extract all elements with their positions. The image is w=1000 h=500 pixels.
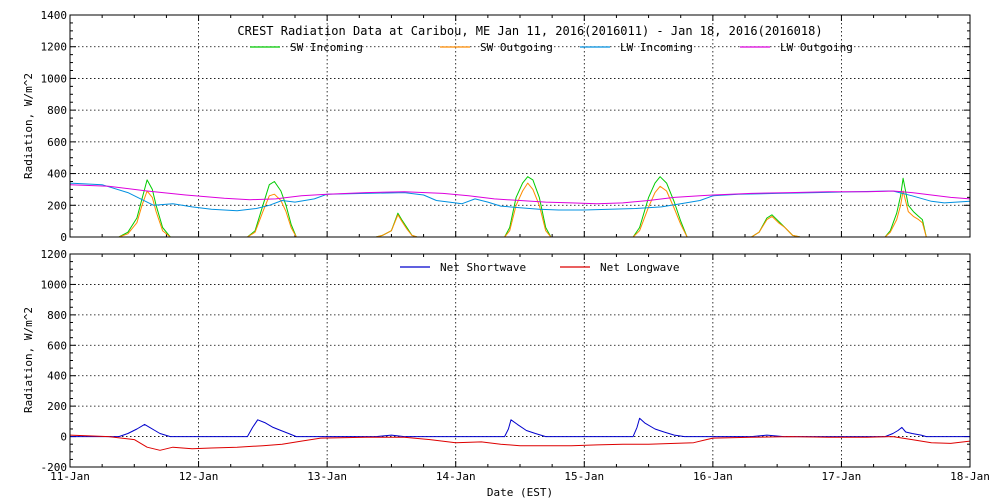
- x-tick-label: 16-Jan: [693, 470, 733, 483]
- series-line-lw-outgoing: [70, 184, 970, 205]
- x-tick-label: 18-Jan: [950, 470, 990, 483]
- y-tick-label: 600: [47, 339, 67, 352]
- series-line-lw-incoming: [70, 182, 970, 212]
- x-axis-label: Date (EST): [487, 486, 553, 499]
- y-tick-label: 1000: [41, 278, 68, 291]
- y-tick-label: -200: [41, 461, 68, 474]
- y-tick-label: 200: [47, 400, 67, 413]
- x-tick-label: 14-Jan: [436, 470, 476, 483]
- series-line-sw-incoming: [70, 176, 970, 237]
- series-line-sw-outgoing: [70, 182, 970, 237]
- x-tick-label: 17-Jan: [822, 470, 862, 483]
- legend-label: SW Outgoing: [480, 41, 553, 54]
- legend-label: Net Longwave: [600, 261, 679, 274]
- panel-1: 0 200 400 600 800 1000 1200 1400 SW Incoming SW O…: [41, 9, 971, 244]
- y-tick-label: 0: [60, 231, 67, 244]
- legend-label: SW Incoming: [290, 41, 363, 54]
- x-tick-label: 12-Jan: [179, 470, 219, 483]
- x-tick-label: 15-Jan: [564, 470, 604, 483]
- bottom-y-axis-label: Radiation, W/m^2: [22, 307, 35, 413]
- y-tick-label: 200: [47, 199, 67, 212]
- legend-label: LW Incoming: [620, 41, 693, 54]
- y-tick-label: 0: [60, 431, 67, 444]
- legend-label: LW Outgoing: [780, 41, 853, 54]
- series-line-net-shortwave: [70, 417, 970, 438]
- y-tick-label: 1200: [41, 41, 68, 54]
- x-tick-label: 11-Jan: [50, 470, 90, 483]
- panel-2: -200 0 200 400 600 800 1000 1200 Net Shortwave Ne…: [41, 248, 971, 474]
- y-tick-label: 800: [47, 309, 67, 322]
- plot-frame: [69, 253, 971, 468]
- y-tick-label: 400: [47, 370, 67, 383]
- y-tick-label: 1200: [41, 248, 68, 261]
- y-tick-label: 1400: [41, 9, 68, 22]
- y-tick-label: 1000: [41, 72, 68, 85]
- x-tick-label: 13-Jan: [307, 470, 347, 483]
- series-line-net-longwave: [70, 434, 970, 451]
- y-tick-label: 800: [47, 104, 67, 117]
- top-y-axis-label: Radiation, W/m^2: [22, 73, 35, 179]
- legend-label: Net Shortwave: [440, 261, 526, 274]
- y-tick-label: 600: [47, 136, 67, 149]
- chart-title: CREST Radiation Data at Caribou, ME Jan …: [237, 24, 822, 38]
- y-tick-label: 400: [47, 168, 67, 181]
- plot-frame: [69, 14, 971, 238]
